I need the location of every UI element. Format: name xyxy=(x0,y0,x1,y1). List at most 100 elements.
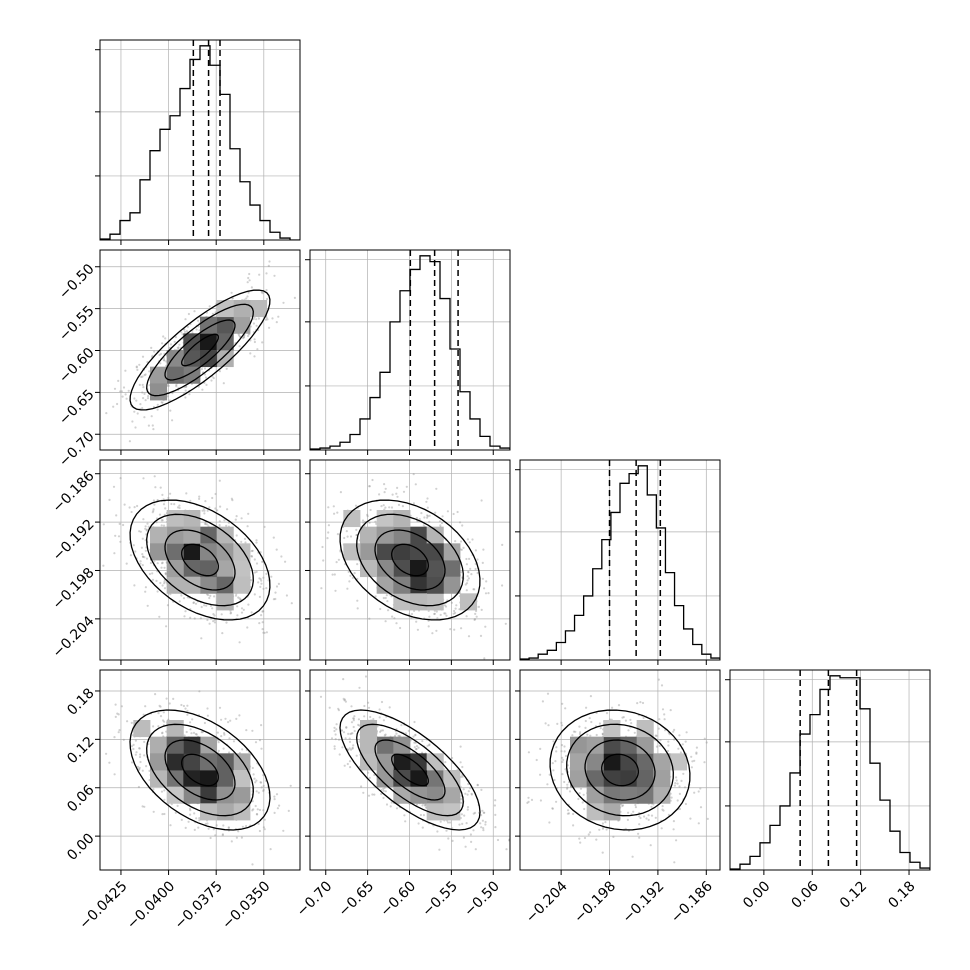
sample-point xyxy=(131,761,134,764)
sample-point xyxy=(163,587,167,590)
sample-point xyxy=(451,756,454,760)
sample-point xyxy=(255,813,258,816)
panel-frame xyxy=(99,39,301,241)
sample-point xyxy=(642,716,645,720)
sample-point xyxy=(194,602,198,605)
sample-point xyxy=(480,499,483,502)
sample-point xyxy=(138,766,141,769)
sample-point xyxy=(128,506,131,509)
sample-point xyxy=(162,711,165,714)
sample-point xyxy=(260,582,263,585)
sample-point xyxy=(472,588,475,591)
sample-point xyxy=(163,798,166,801)
sample-point xyxy=(270,575,273,578)
density-cell xyxy=(150,736,168,754)
sample-point xyxy=(378,493,381,496)
sample-point xyxy=(207,827,210,830)
sample-point xyxy=(192,601,195,604)
sample-point xyxy=(161,719,165,722)
sample-point xyxy=(180,594,183,597)
y-tick-label-3-3: 0.18 xyxy=(64,685,97,718)
sample-point xyxy=(484,592,488,595)
sample-point xyxy=(169,343,173,346)
sample-point xyxy=(201,509,204,512)
sample-point xyxy=(122,386,126,389)
sample-point xyxy=(169,824,172,827)
sample-point xyxy=(139,403,142,406)
sample-point xyxy=(254,781,257,784)
sample-point xyxy=(134,753,137,756)
sample-point xyxy=(160,401,163,404)
density-cell xyxy=(426,576,444,594)
sample-point xyxy=(221,834,224,837)
sample-point xyxy=(428,514,431,517)
sample-point xyxy=(272,598,275,601)
sample-point xyxy=(262,789,265,793)
sample-point xyxy=(144,590,147,593)
density-cell xyxy=(426,526,444,544)
sample-point xyxy=(161,519,164,522)
density-cell xyxy=(216,560,234,578)
density-cell xyxy=(200,350,218,368)
sample-point xyxy=(203,721,206,725)
sample-point xyxy=(205,383,208,386)
sample-point xyxy=(380,729,383,732)
density-cell xyxy=(393,526,411,544)
sample-point xyxy=(290,602,293,605)
sample-point xyxy=(465,582,469,585)
sample-point xyxy=(148,370,151,373)
sample-point xyxy=(256,813,259,816)
density-cell xyxy=(376,736,394,754)
sample-point xyxy=(208,506,211,509)
sample-point xyxy=(322,559,325,562)
sample-point xyxy=(152,428,155,431)
sample-point xyxy=(245,824,248,828)
sample-point xyxy=(261,621,264,624)
sample-point xyxy=(176,346,179,349)
sample-point xyxy=(152,810,155,813)
sample-point xyxy=(445,614,448,617)
density-cell xyxy=(166,576,184,594)
sample-point xyxy=(265,631,268,634)
sample-point xyxy=(260,614,263,617)
density-cell xyxy=(376,753,394,771)
sample-point xyxy=(161,562,164,565)
sample-point xyxy=(216,731,219,734)
sample-point xyxy=(368,521,371,524)
sample-point xyxy=(379,607,382,611)
sample-point xyxy=(308,514,310,516)
sample-point xyxy=(322,579,324,581)
density-cell xyxy=(183,736,201,754)
sample-point xyxy=(355,754,358,757)
sample-point xyxy=(206,618,209,622)
sample-point xyxy=(240,611,244,614)
sample-point xyxy=(258,739,262,742)
sample-point xyxy=(367,706,371,709)
sample-point xyxy=(129,554,132,557)
sample-point xyxy=(401,505,404,508)
sample-point xyxy=(188,393,191,396)
sample-point xyxy=(162,335,165,338)
sample-point xyxy=(125,562,128,565)
sample-point xyxy=(388,506,391,509)
sample-point xyxy=(353,715,356,718)
sample-point xyxy=(412,735,415,738)
sample-point xyxy=(186,325,189,328)
sample-point xyxy=(459,745,462,748)
sample-point xyxy=(441,515,444,518)
sample-point xyxy=(480,608,483,612)
sample-point xyxy=(421,826,424,829)
density-cell xyxy=(150,366,168,384)
sample-point xyxy=(238,345,241,348)
sample-point xyxy=(229,719,232,722)
sample-point xyxy=(197,319,200,322)
sample-point xyxy=(133,506,136,509)
sample-point xyxy=(152,509,155,512)
sample-point xyxy=(232,740,236,743)
y-tick-label-1-3: −0.55 xyxy=(56,303,98,345)
sample-point xyxy=(386,600,389,603)
sample-point xyxy=(113,736,116,739)
y-tick-label-2-0: −0.204 xyxy=(50,613,98,661)
sample-point xyxy=(184,826,187,830)
sample-point xyxy=(333,573,336,576)
